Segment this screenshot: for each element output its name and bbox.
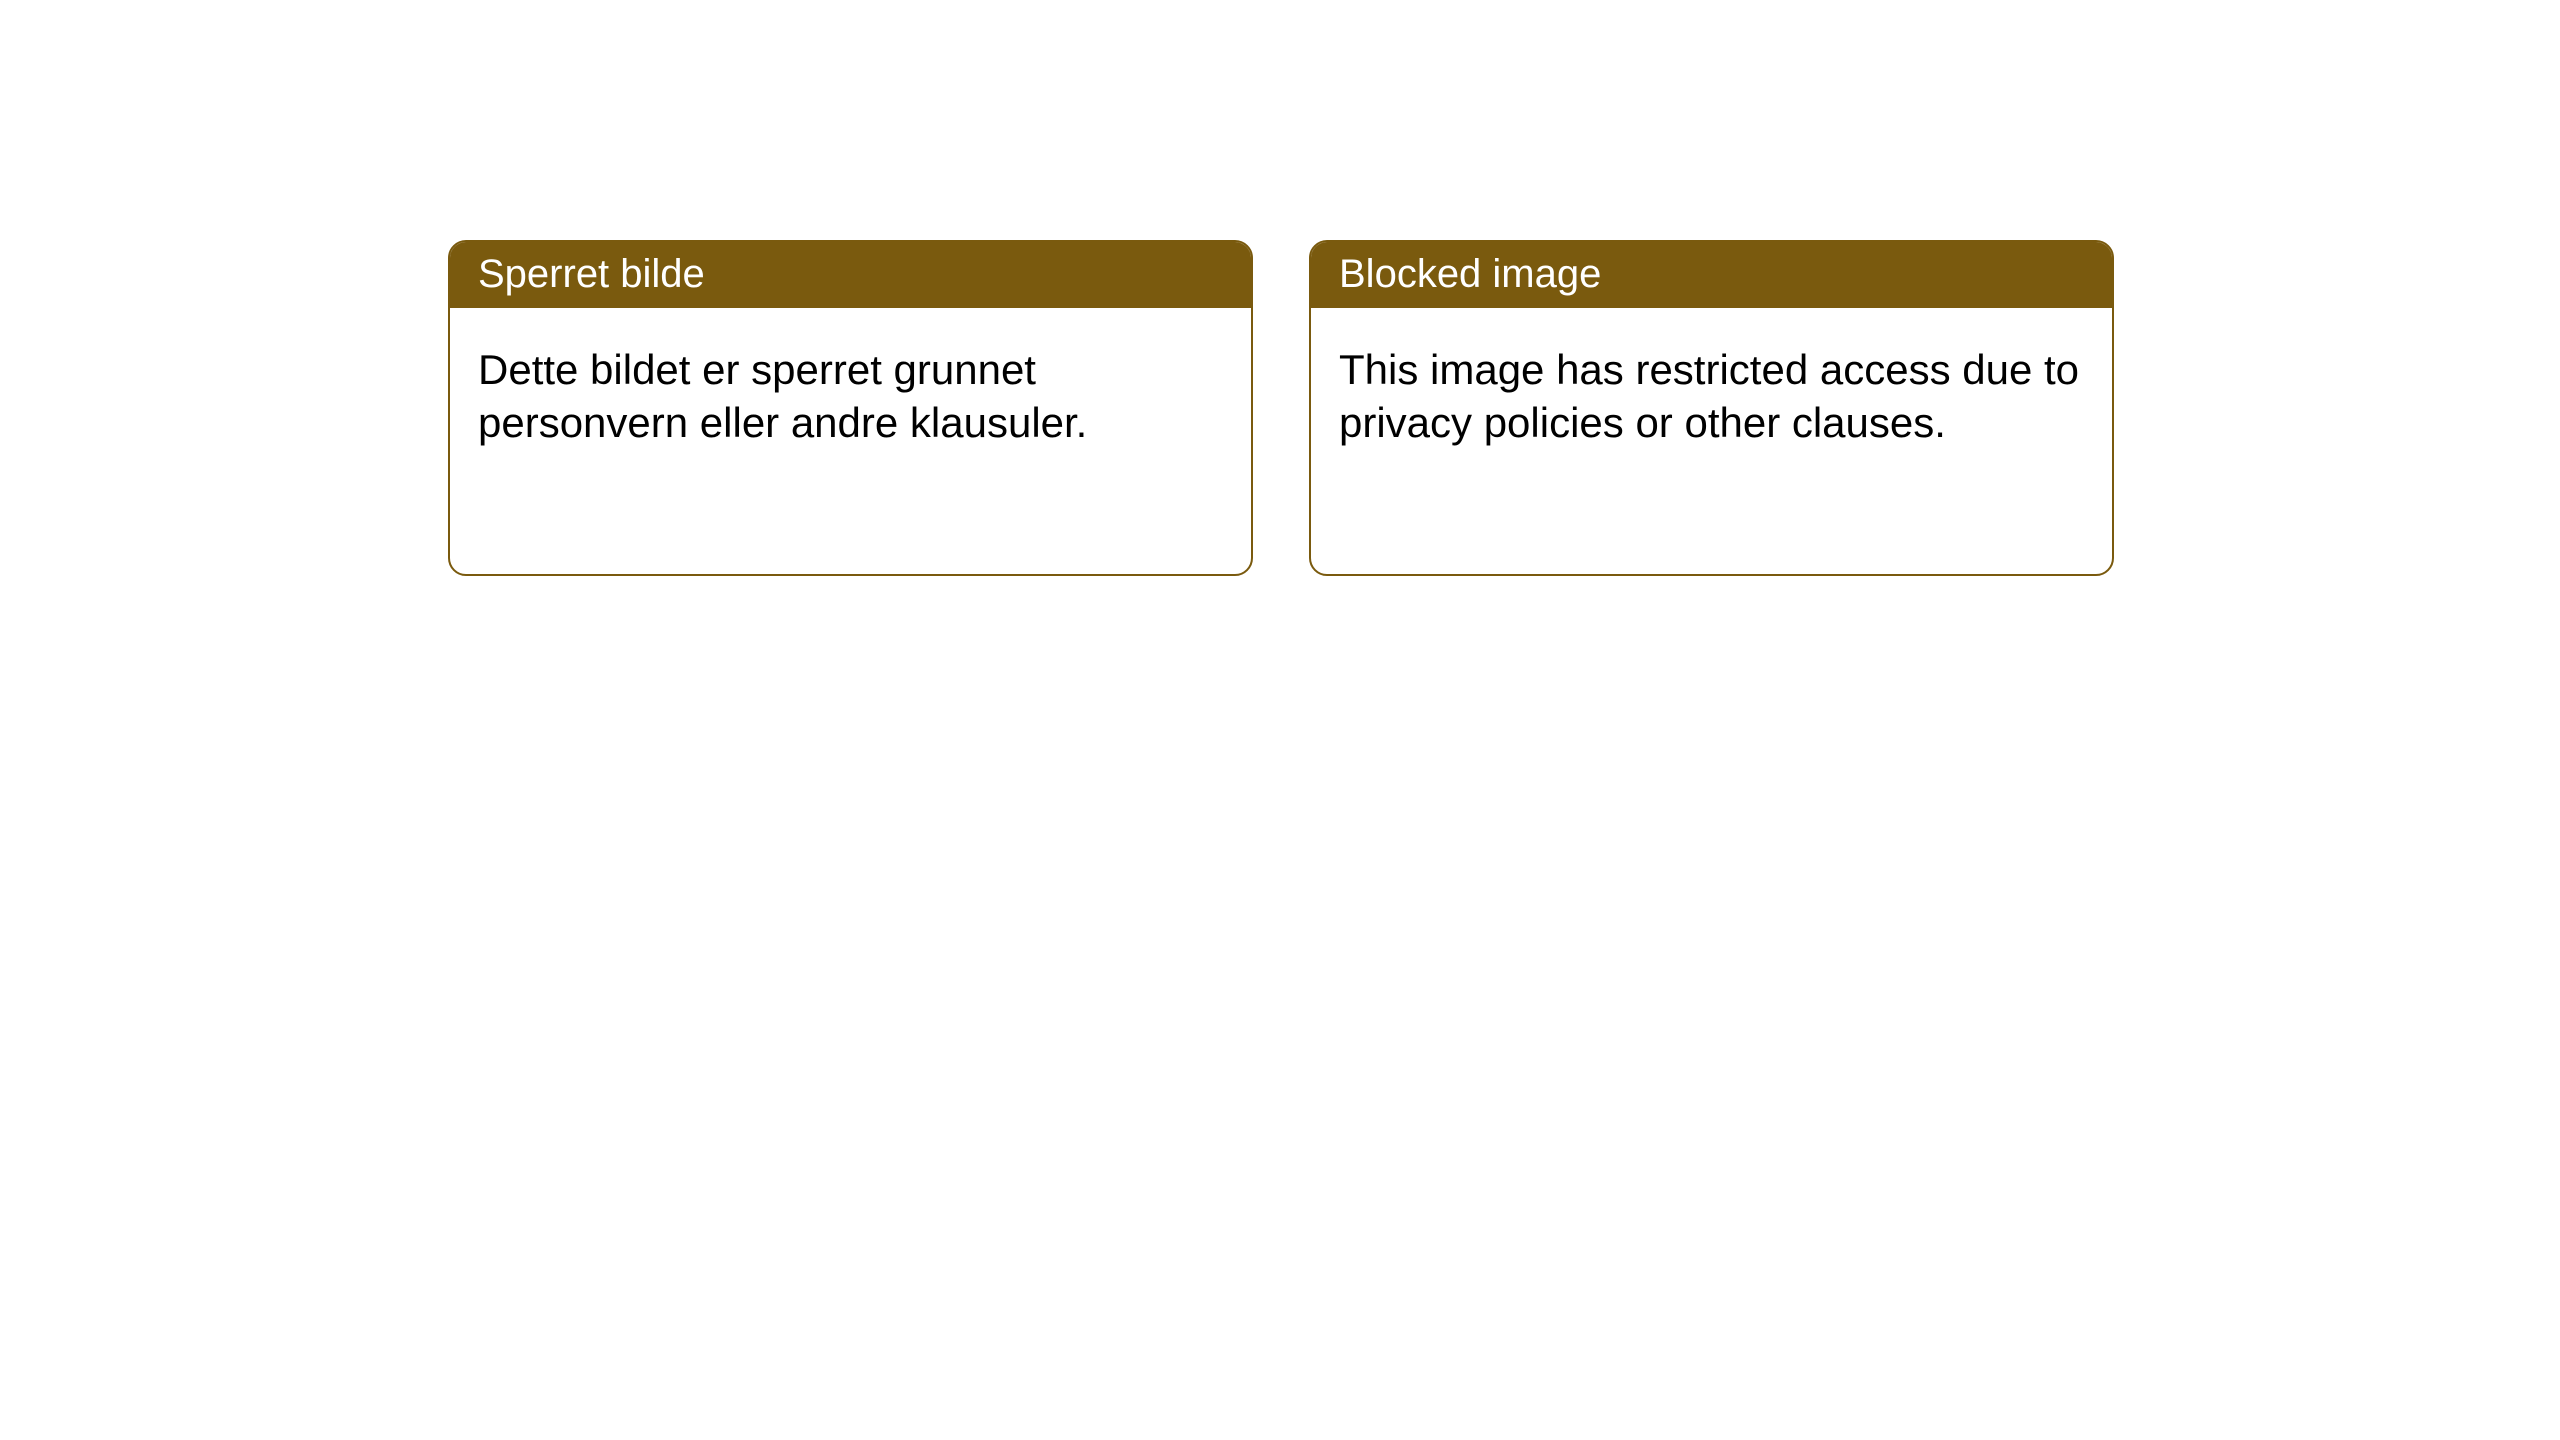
notice-card-english: Blocked image This image has restricted … — [1309, 240, 2114, 576]
notice-header-english: Blocked image — [1311, 242, 2112, 308]
notice-header-norwegian: Sperret bilde — [450, 242, 1251, 308]
notice-body-norwegian: Dette bildet er sperret grunnet personve… — [450, 308, 1251, 485]
notice-card-norwegian: Sperret bilde Dette bildet er sperret gr… — [448, 240, 1253, 576]
notice-container: Sperret bilde Dette bildet er sperret gr… — [0, 0, 2560, 576]
notice-body-english: This image has restricted access due to … — [1311, 308, 2112, 485]
